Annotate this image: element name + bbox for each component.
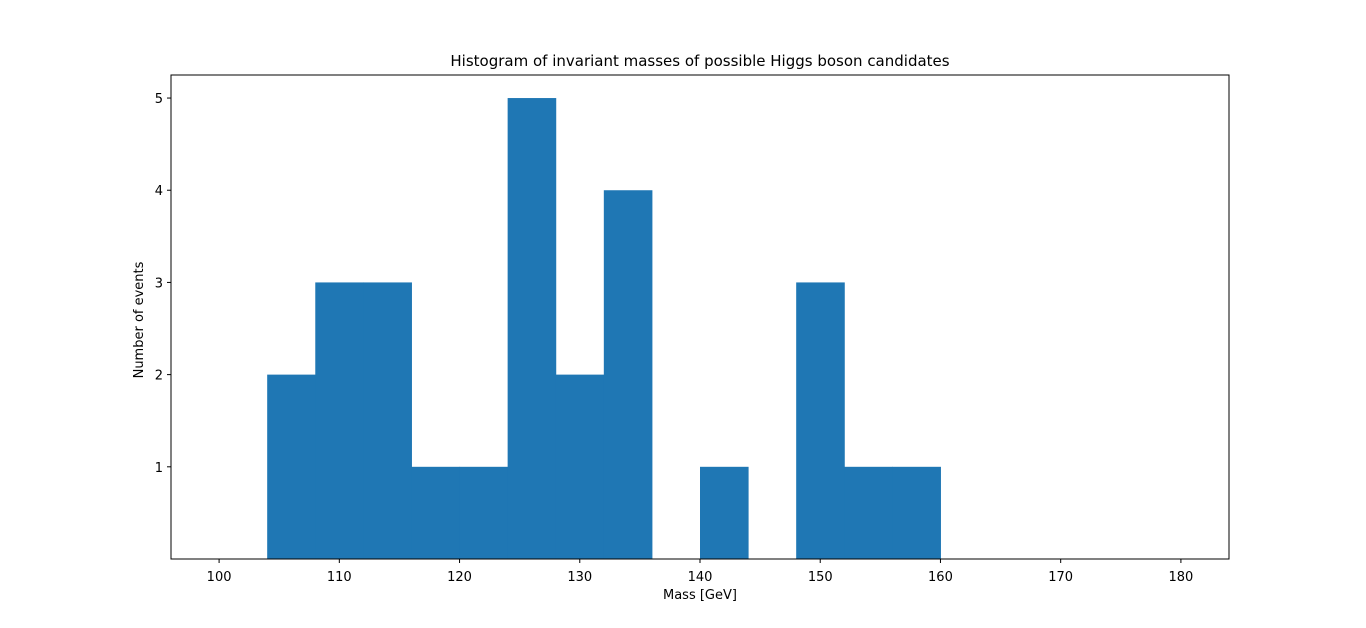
chart-title: Histogram of invariant masses of possibl… bbox=[450, 52, 949, 70]
histogram-bar bbox=[267, 374, 316, 559]
y-tick-label: 5 bbox=[155, 92, 163, 107]
x-tick-label: 150 bbox=[808, 570, 833, 585]
x-tick-label: 160 bbox=[928, 570, 953, 585]
x-tick-label: 130 bbox=[567, 570, 592, 585]
histogram-bar bbox=[796, 282, 845, 559]
y-axis-ticks: 1 2 3 4 5 bbox=[155, 92, 171, 476]
y-tick-label: 3 bbox=[155, 276, 163, 291]
histogram-bar bbox=[507, 98, 557, 560]
histogram-bar bbox=[315, 282, 364, 559]
histogram-bar bbox=[892, 466, 941, 559]
histogram-bar bbox=[700, 466, 749, 559]
x-tick-label: 110 bbox=[327, 570, 352, 585]
y-tick-label: 2 bbox=[155, 369, 163, 384]
histogram-bar bbox=[603, 190, 653, 559]
x-tick-label: 180 bbox=[1168, 570, 1193, 585]
x-tick-label: 170 bbox=[1048, 570, 1073, 585]
histogram-bar bbox=[411, 466, 461, 559]
x-tick-label: 140 bbox=[688, 570, 713, 585]
y-tick-label: 4 bbox=[155, 184, 163, 199]
histogram-bar bbox=[555, 374, 605, 559]
x-axis-ticks: 100 110 120 130 140 150 160 170 180 bbox=[207, 559, 1193, 585]
y-axis-label: Number of events bbox=[132, 261, 147, 378]
histogram-bar bbox=[459, 466, 509, 559]
y-tick-label: 1 bbox=[155, 461, 163, 476]
bars-group bbox=[267, 98, 941, 560]
x-tick-label: 120 bbox=[447, 570, 472, 585]
x-axis-label: Mass [GeV] bbox=[663, 588, 737, 603]
x-tick-label: 100 bbox=[207, 570, 232, 585]
histogram-bar bbox=[363, 282, 412, 559]
histogram-bar bbox=[844, 466, 893, 559]
